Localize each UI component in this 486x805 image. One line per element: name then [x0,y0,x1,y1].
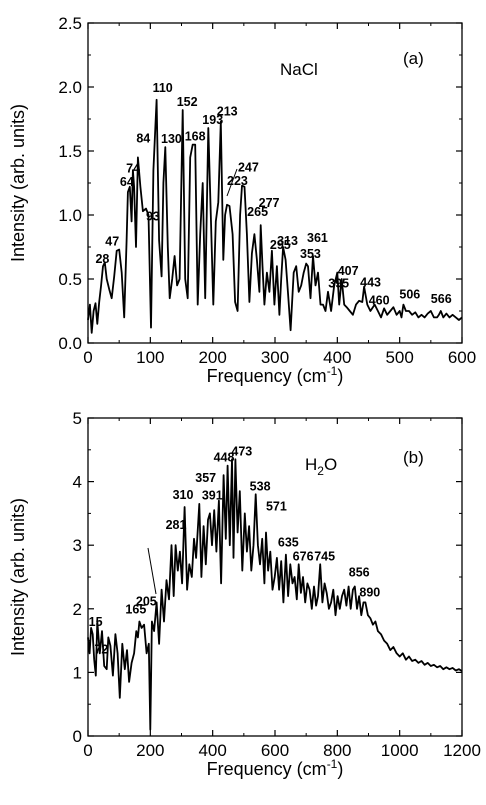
x-tick-label: 200 [136,741,164,760]
x-tick-label: 600 [448,348,476,367]
y-tick-label: 3 [73,536,82,555]
peak-label: 265 [247,205,268,219]
peak-label: 72 [94,643,108,657]
y-tick-label: 1.5 [58,142,82,161]
x-tick-label: 1200 [443,741,481,760]
y-axis-label: Intensity (arb. units) [8,104,28,262]
x-tick-label: 300 [261,348,289,367]
peak-label: 247 [238,161,259,175]
leader-line-223 [226,168,238,197]
y-tick-label: 0 [73,727,82,746]
panel-label: (a) [403,49,424,68]
peak-label: 213 [217,105,238,119]
y-tick-label: 2.0 [58,78,82,97]
peak-label: 152 [177,95,198,109]
compound-annotation-sub: 2 [317,464,324,478]
peak-label: 407 [338,264,359,278]
y-axis-label: Intensity (arb. units) [8,498,28,656]
chart-panel-b: 0 200 400 600 800 1000 1200 0 1 2 3 4 5 Frequency (cm… [8,409,481,779]
peak-label: 313 [277,234,298,248]
peak-label: 310 [173,488,194,502]
peak-label: 295 [270,238,291,252]
peak-label: 473 [231,444,252,458]
compound-annotation-main: NaCl [280,60,318,79]
peak-label: 84 [136,131,150,145]
peak-label: 856 [349,566,370,580]
peak-label: 745 [314,549,335,563]
peak-label: 277 [259,196,280,210]
y-tick-label: 5 [73,409,82,428]
x-tick-label: 400 [323,348,351,367]
peak-label: 205 [136,595,157,609]
x-tick-label: 0 [83,348,92,367]
x-tick-label: 0 [83,741,92,760]
peak-label: 168 [185,130,206,144]
y-tick-label: 4 [73,473,82,492]
y-tick-label: 0.5 [58,270,82,289]
peak-label: 448 [214,451,235,465]
peak-label: 110 [153,81,173,95]
panel-label: (b) [403,448,424,467]
compound-annotation-main: H [305,455,317,474]
spectrum-line [87,458,463,731]
x-axis-label: Frequency (cm-1) [207,364,344,386]
peak-label: 28 [95,252,109,266]
compound-annotation: H2O [305,455,337,478]
peak-label: 676 [293,549,314,563]
peak-label: 93 [146,210,160,224]
peak-label: 391 [202,488,223,502]
compound-annotation: NaCl [280,60,318,79]
peak-label: 74 [126,162,140,176]
peak-label: 47 [105,235,119,249]
x-axis-label-sup: -1 [327,364,338,378]
peak-label: 281 [166,518,187,532]
x-tick-label: 600 [261,741,289,760]
peak-label: 566 [431,292,452,306]
peak-label: 64 [120,175,134,189]
y-tick-label: 1.0 [58,206,82,225]
spectrum-line [87,98,463,334]
y-tick-label: 0.0 [58,334,82,353]
peak-label: 506 [399,288,420,302]
x-axis-label-main: Frequency (cm [207,759,327,779]
peak-label: 130 [161,132,182,146]
peak-label: 460 [369,294,390,308]
y-tick-label: 1 [73,663,82,682]
peak-label: 357 [195,471,216,485]
peak-label: 15 [89,615,103,629]
peak-label: 353 [300,247,321,261]
compound-annotation-end: O [324,455,337,474]
leader-line-205 [147,547,157,595]
peak-label: 165 [125,603,146,617]
peak-label: 223 [227,174,248,188]
x-tick-label: 200 [198,348,226,367]
x-axis-label-end: ) [337,759,343,779]
peak-label: 538 [250,479,271,493]
peak-label: 890 [359,585,380,599]
x-tick-label: 800 [323,741,351,760]
x-tick-label: 100 [136,348,164,367]
peak-label: 635 [278,536,299,550]
x-axis-label-end: ) [337,366,343,386]
chart-panel-a: 0 100 200 300 400 500 600 0.0 0.5 1.0 1.5 2.0 2.5 Fre… [8,14,476,386]
peak-label: 571 [266,499,287,513]
peak-label: 361 [307,231,328,245]
x-tick-label: 1000 [381,741,419,760]
x-axis-label-main: Frequency (cm [207,366,327,386]
x-axis-label: Frequency (cm-1) [207,757,344,779]
y-tick-label: 2.5 [58,14,82,33]
x-tick-label: 500 [385,348,413,367]
y-tick-label: 2 [73,600,82,619]
peak-label: 443 [360,276,381,290]
peak-label: 193 [202,113,223,127]
x-axis-label-sup: -1 [327,757,338,771]
x-tick-label: 400 [198,741,226,760]
peak-label: 395 [328,276,349,290]
